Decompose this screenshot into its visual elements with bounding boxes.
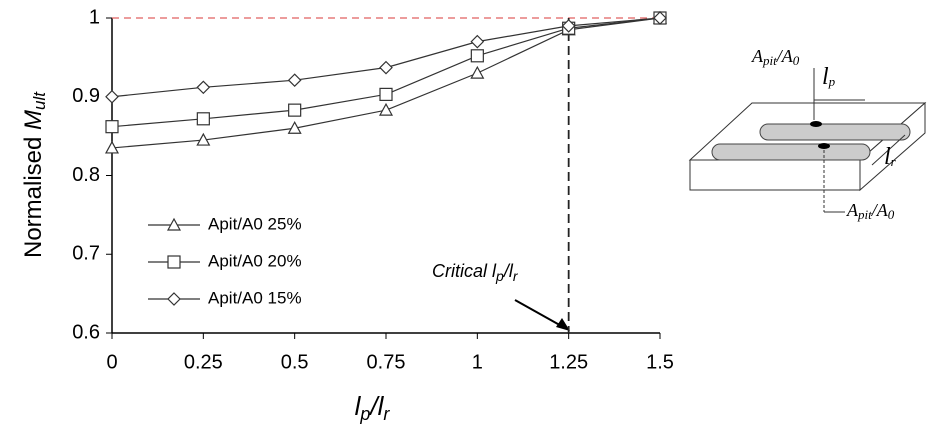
pit-mark	[818, 143, 830, 149]
label-part: l	[822, 64, 829, 90]
y-label-part: Normalised	[20, 130, 47, 258]
y-tick-label: 0.6	[72, 321, 100, 343]
legend-label: Apit/A0 20%	[208, 251, 302, 270]
legend-marker	[166, 217, 182, 231]
x-label-part: r	[383, 404, 390, 424]
data-point	[379, 87, 393, 101]
data-point	[561, 19, 576, 33]
annotation: Critical lp/lr	[432, 261, 519, 284]
label-part: A	[846, 200, 859, 220]
arrow-head	[556, 318, 570, 331]
y-tick-label: 0.8	[72, 164, 100, 186]
annotation-part: p	[495, 268, 504, 284]
x-label-part: l	[378, 391, 385, 421]
data-point	[653, 11, 667, 25]
y-tick-label: 1	[89, 6, 100, 28]
lr-dim	[871, 134, 906, 166]
annotation-part: Critical	[432, 261, 492, 281]
legend-label: Apit/A0 15%	[208, 288, 302, 307]
diagram-label: lr	[884, 144, 897, 170]
series-line	[111, 17, 661, 149]
x-label-part: l	[355, 391, 362, 421]
label-part: /A	[776, 46, 794, 66]
x-label-part: p	[359, 404, 370, 424]
y-label-part: ult	[30, 91, 49, 110]
label-part: l	[884, 144, 891, 170]
diagram-label: Apit/A0	[846, 200, 895, 222]
data-point	[287, 73, 302, 88]
x-tick-label: 1	[472, 351, 483, 373]
annotation-part: /	[502, 261, 511, 281]
label-part: 0	[888, 207, 895, 222]
pit-mark	[810, 121, 822, 127]
data-point	[196, 132, 211, 146]
label-part: pit	[857, 207, 872, 222]
diagram-label: Apit/A0	[751, 46, 800, 68]
label-part: A	[751, 46, 764, 66]
diagram-label: lp	[822, 64, 836, 90]
data-point	[105, 89, 119, 104]
x-tick-label: 1.5	[646, 351, 674, 373]
data-point	[196, 112, 210, 126]
x-axis-label: lp/lr	[355, 391, 391, 424]
y-label-part: M	[20, 110, 47, 130]
x-label-part: /	[368, 391, 380, 421]
x-tick-label: 0.75	[367, 351, 406, 373]
label-part: pit	[762, 53, 777, 68]
pit-front	[711, 143, 871, 161]
annotation-arrow	[514, 299, 566, 329]
legend-marker	[167, 255, 181, 269]
x-tick-label: 0.5	[281, 351, 309, 373]
data-point	[104, 140, 120, 154]
label-part: r	[891, 154, 897, 169]
data-point	[196, 80, 211, 95]
data-point	[470, 49, 484, 63]
label-part: /A	[871, 200, 889, 220]
diagram: Apit/A0 lp lr Apit/A0	[688, 46, 927, 222]
data-point	[470, 65, 485, 79]
x-tick-label: 0.25	[184, 351, 223, 373]
data-point	[470, 34, 485, 49]
legend-label: Apit/A0 25%	[208, 214, 302, 233]
label-part: 0	[793, 53, 800, 68]
block-front	[689, 159, 861, 191]
y-tick-label: 0.9	[72, 85, 100, 107]
annotation-part: l	[509, 261, 514, 281]
x-tick-label: 0	[106, 351, 117, 373]
data-point	[378, 102, 394, 116]
label-part: p	[828, 74, 836, 89]
legend-marker	[167, 292, 181, 306]
y-axis-label: Normalised Mult	[20, 91, 49, 258]
data-point	[379, 60, 393, 75]
data-point	[105, 120, 119, 134]
series-line	[111, 17, 661, 98]
annotation-part: l	[492, 261, 497, 281]
y-tick-label: 0.7	[72, 243, 100, 265]
data-point	[287, 120, 302, 134]
x-tick-label: 1.25	[549, 351, 588, 373]
data-point	[288, 103, 302, 117]
pit-back	[759, 123, 911, 141]
annotation-part: r	[513, 268, 519, 284]
